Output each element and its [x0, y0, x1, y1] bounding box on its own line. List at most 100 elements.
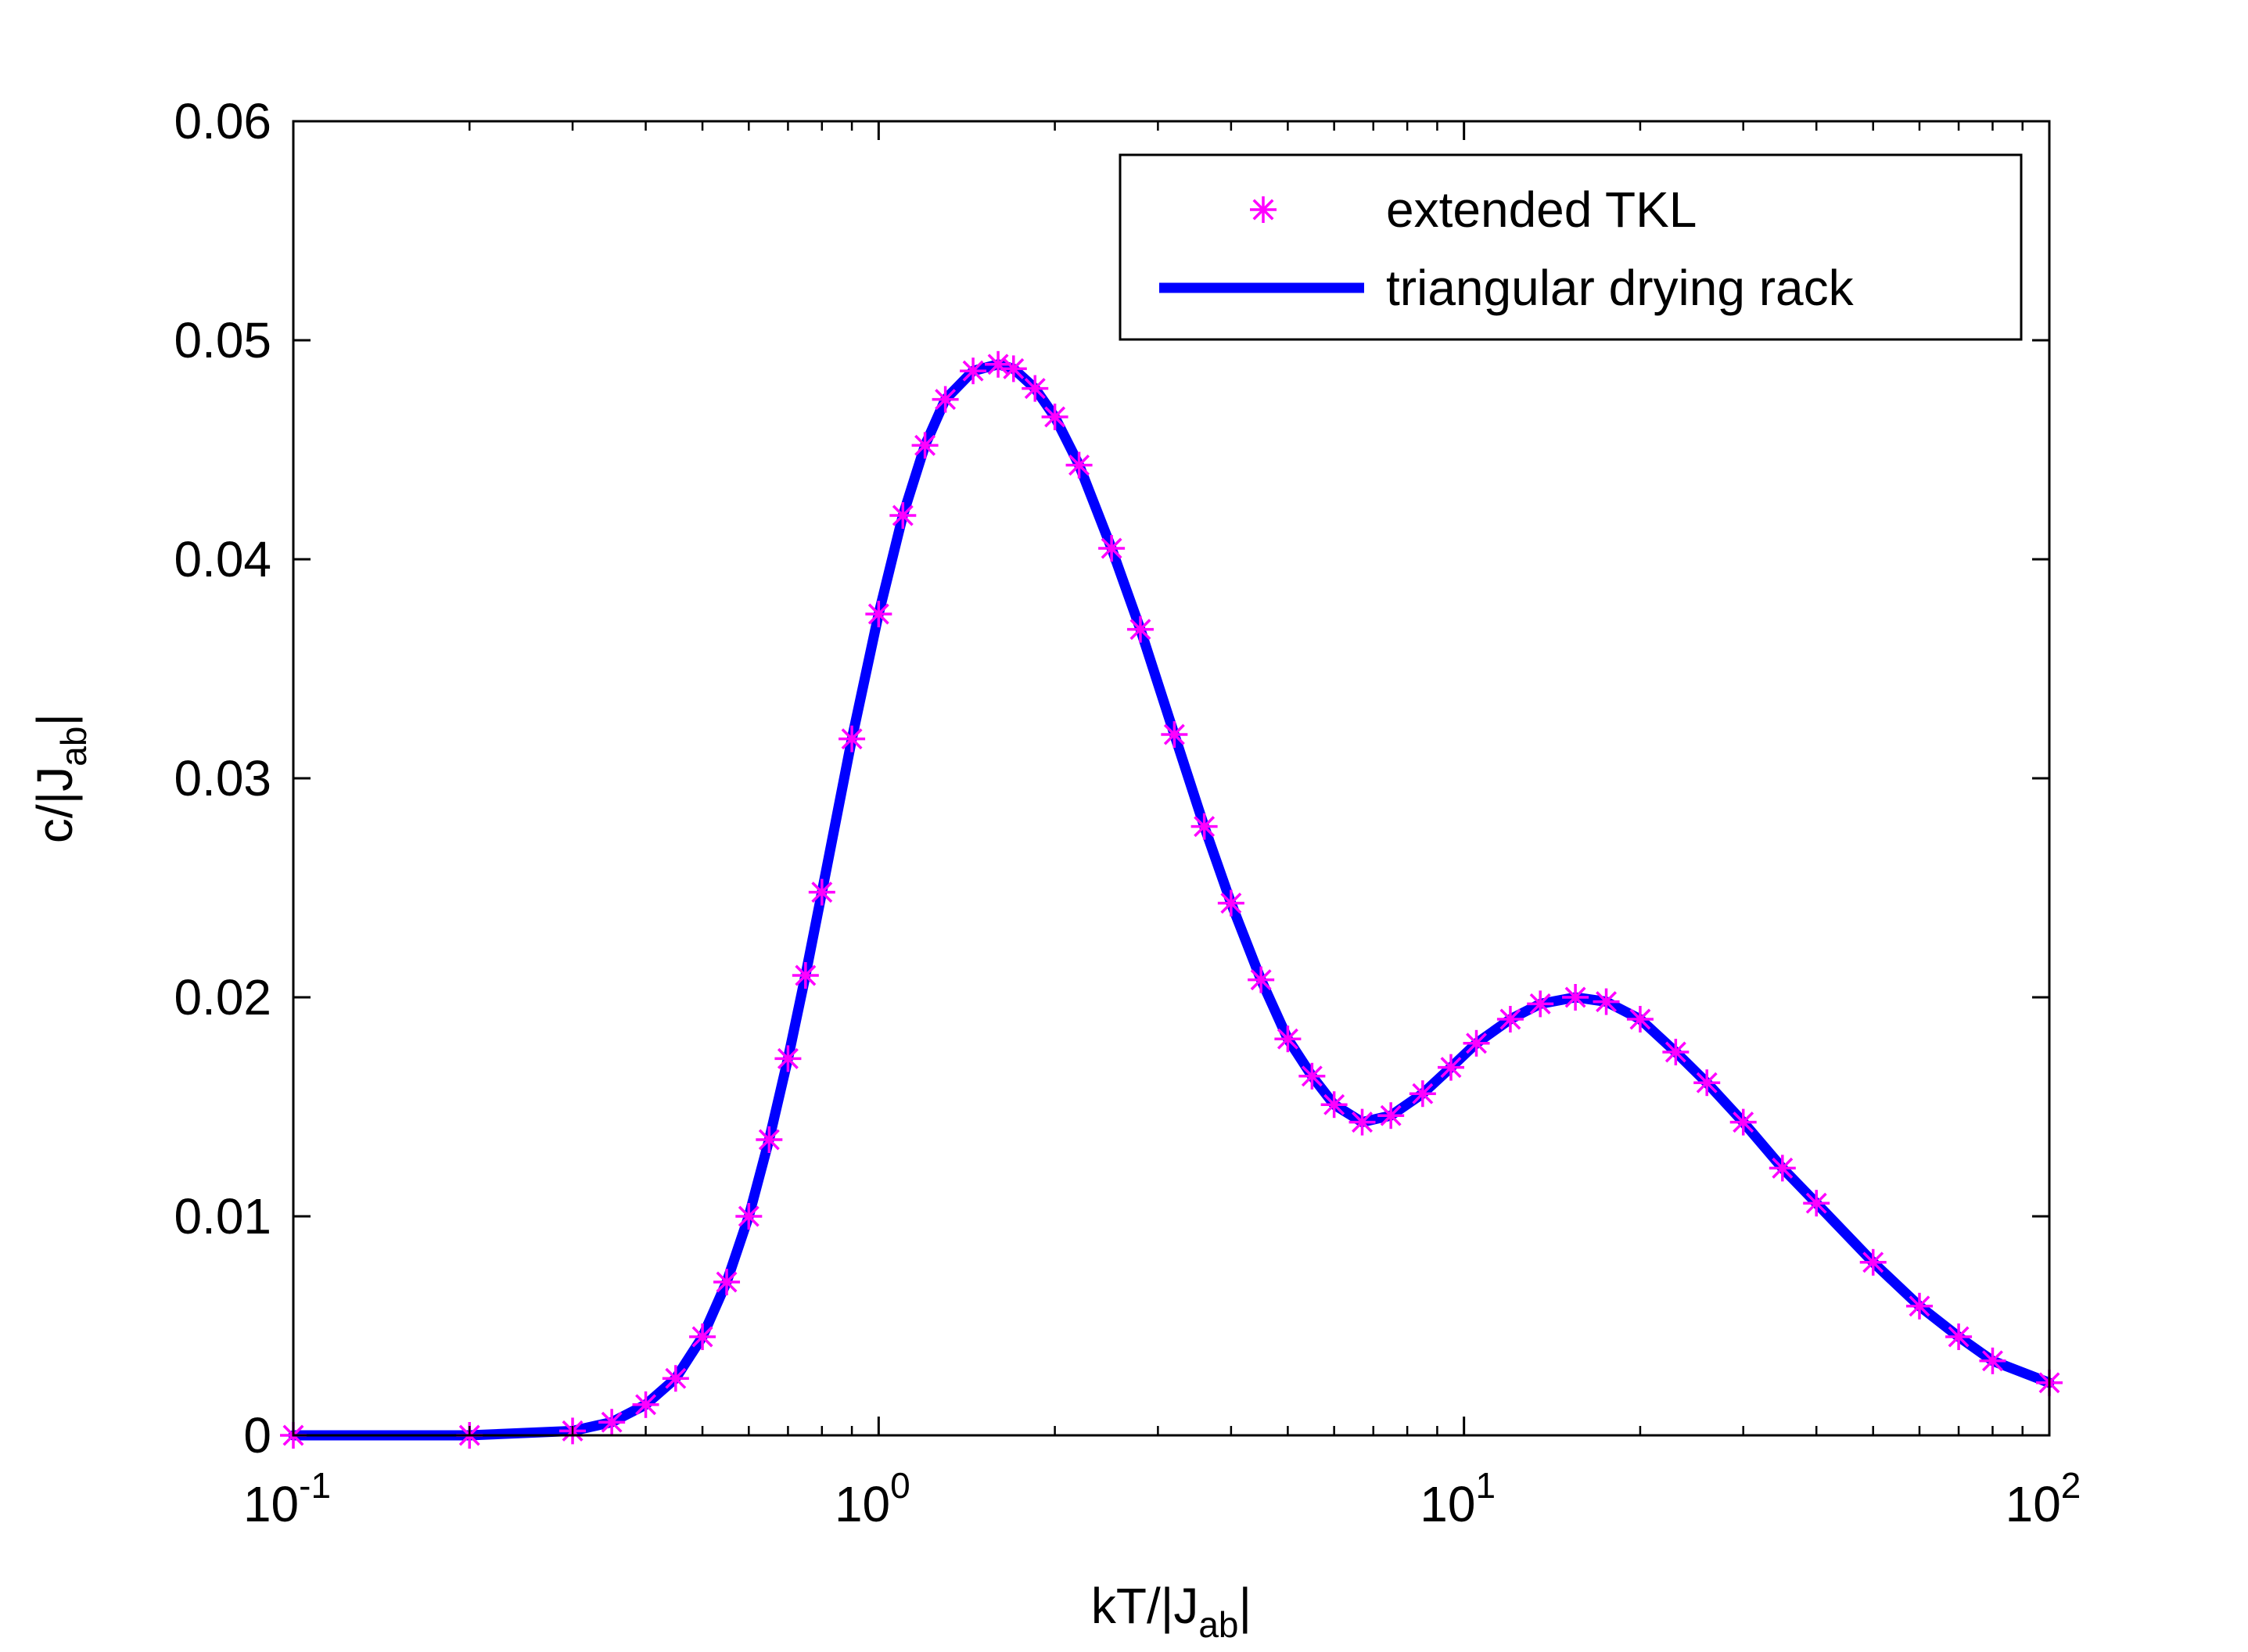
marker-stroke: [1499, 1008, 1521, 1030]
y-tick-label: 0.02: [174, 969, 271, 1025]
marker-extended-tkl: [1022, 375, 1049, 402]
marker-extended-tkl: [889, 502, 917, 529]
marker-stroke: [914, 434, 936, 456]
x-tick-label: 10-1: [243, 1465, 331, 1532]
marker-extended-tkl: [1098, 535, 1126, 562]
marker-stroke: [1596, 991, 1618, 1013]
y-axis-label: c/|Jab|: [27, 713, 94, 843]
marker-stroke: [635, 1394, 657, 1416]
marker-extended-tkl: [1377, 1102, 1405, 1129]
y-tick-label: 0.03: [174, 750, 271, 806]
marker-extended-tkl: [1348, 1108, 1376, 1136]
marker-extended-tkl: [1979, 1347, 2006, 1374]
marker-extended-tkl: [774, 1045, 802, 1072]
marker-stroke: [795, 964, 817, 986]
y-tick-label: 0: [243, 1407, 271, 1463]
marker-stroke: [1380, 1104, 1402, 1126]
marker-extended-tkl: [1274, 1025, 1302, 1053]
marker-extended-tkl: [985, 350, 1012, 378]
marker-stroke: [1664, 1041, 1686, 1063]
marker-extended-tkl: [911, 432, 939, 459]
marker-extended-tkl: [1945, 1323, 1973, 1350]
marker-stroke: [841, 728, 863, 750]
marker-stroke: [1696, 1072, 1718, 1094]
marker-extended-tkl: [1662, 1039, 1690, 1065]
marker-stroke: [1003, 357, 1025, 379]
marker-extended-tkl: [632, 1391, 659, 1418]
marker-extended-tkl: [713, 1269, 741, 1295]
marker-extended-tkl: [1409, 1080, 1436, 1108]
marker-stroke: [1323, 1094, 1345, 1115]
marker-stroke: [1629, 1008, 1651, 1030]
marker-extended-tkl: [1161, 721, 1188, 748]
marker-extended-tkl: [1126, 616, 1154, 643]
marker-extended-tkl: [1190, 813, 1218, 840]
x-tick-label: 101: [1420, 1465, 1496, 1532]
marker-stroke: [892, 505, 914, 526]
x-axis-label: kT/|Jab|: [1091, 1578, 1251, 1645]
y-tick-label: 0.01: [174, 1188, 271, 1244]
marker-extended-tkl: [1320, 1091, 1348, 1119]
marker-stroke: [1101, 537, 1122, 559]
marker-extended-tkl: [1463, 1029, 1490, 1057]
marker-extended-tkl: [1041, 404, 1068, 430]
marker-stroke: [1982, 1350, 2003, 1372]
marker-stroke: [1024, 378, 1046, 400]
marker-extended-tkl: [1065, 451, 1093, 479]
marker-extended-tkl: [792, 962, 819, 989]
legend-marker-stroke: [1252, 199, 1274, 221]
marker-extended-tkl: [839, 725, 866, 752]
marker-stroke: [987, 354, 1009, 375]
y-tick-label: 0.05: [174, 312, 271, 368]
axes: 0 0.01 0.02 0.03 0.04 0.05 0.06 10-1 100 101 102 kT…: [27, 93, 2081, 1645]
marker-extended-tkl: [1527, 990, 1554, 1018]
marker-extended-tkl: [960, 357, 987, 385]
marker-extended-tkl: [1905, 1292, 1933, 1320]
marker-stroke: [1733, 1112, 1754, 1133]
legend-label: extended TKL: [1386, 181, 1697, 238]
marker-extended-tkl: [1217, 889, 1244, 917]
marker-extended-tkl: [808, 878, 835, 906]
marker-extended-tkl: [1693, 1069, 1721, 1097]
legend-label: triangular drying rack: [1386, 260, 1855, 316]
marker-stroke: [1440, 1057, 1462, 1079]
marker-stroke: [935, 389, 957, 411]
marker-stroke: [1805, 1192, 1827, 1214]
marker-stroke: [1862, 1252, 1884, 1273]
marker-stroke: [1352, 1112, 1373, 1133]
marker-stroke: [962, 360, 984, 382]
marker-extended-tkl: [865, 601, 892, 627]
marker-stroke: [1412, 1083, 1434, 1104]
marker-stroke: [1529, 993, 1551, 1015]
marker-stroke: [1772, 1157, 1794, 1179]
x-tick-label: 102: [2006, 1465, 2081, 1532]
marker-stroke: [1909, 1295, 1930, 1317]
marker-extended-tkl: [1729, 1108, 1757, 1136]
y-tick-label: 0.06: [174, 93, 271, 149]
marker-extended-tkl: [756, 1126, 783, 1153]
legend-marker-icon: [1250, 196, 1277, 223]
marker-extended-tkl: [1248, 966, 1275, 993]
marker-extended-tkl: [1626, 1006, 1654, 1032]
plot-area: [280, 350, 2063, 1449]
marker-extended-tkl: [1803, 1190, 1830, 1217]
marker-extended-tkl: [735, 1203, 763, 1230]
marker-extended-tkl: [662, 1365, 689, 1392]
marker-stroke: [1466, 1032, 1488, 1054]
marker-extended-tkl: [1859, 1248, 1887, 1276]
marker-stroke: [1277, 1028, 1298, 1050]
marker-stroke: [777, 1047, 799, 1069]
marker-stroke: [1301, 1065, 1323, 1087]
marker-stroke: [601, 1411, 623, 1433]
marker-stroke: [1068, 454, 1090, 476]
marker-extended-tkl: [1496, 1006, 1524, 1032]
marker-extended-tkl: [1562, 984, 1589, 1011]
marker-stroke: [1194, 816, 1216, 838]
legend-box: [1119, 153, 2023, 341]
marker-extended-tkl: [932, 386, 959, 413]
marker-stroke: [1044, 406, 1066, 428]
marker-stroke: [811, 882, 833, 903]
marker-stroke: [716, 1271, 738, 1293]
marker-extended-tkl: [1000, 355, 1027, 382]
marker-stroke: [1220, 892, 1242, 914]
